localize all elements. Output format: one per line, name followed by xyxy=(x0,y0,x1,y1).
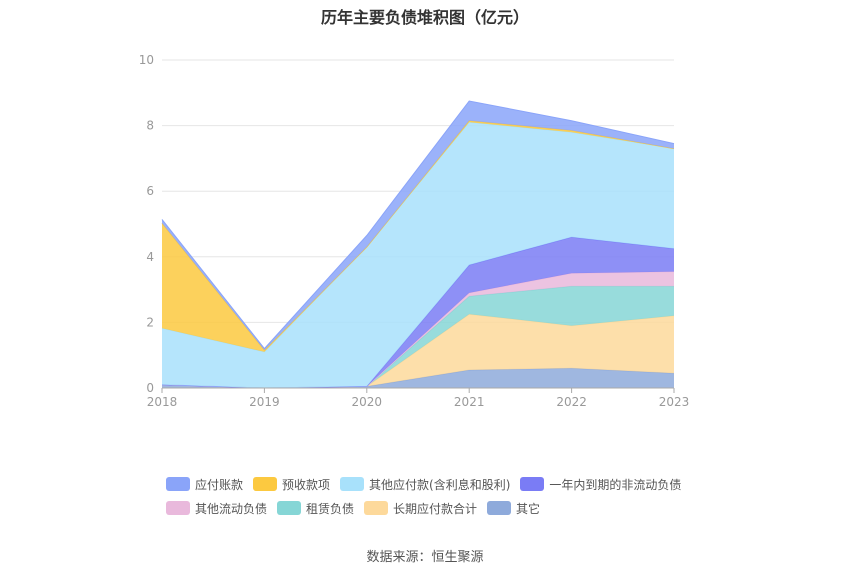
area-series xyxy=(161,100,675,389)
legend-swatch xyxy=(166,501,190,515)
legend-label: 租赁负债 xyxy=(306,501,355,516)
legend-item[interactable]: 应付账款 xyxy=(166,476,243,493)
area-预收款项 xyxy=(162,120,674,352)
legend-swatch xyxy=(487,501,512,515)
legend-label: 预收款项 xyxy=(282,477,331,492)
area-其它 xyxy=(162,368,674,388)
chart-title: 历年主要负债堆积图（亿元） xyxy=(320,8,529,27)
legend-item[interactable]: 一年内到期的非流动负债 xyxy=(520,476,681,493)
legend-item[interactable]: 预收款项 xyxy=(253,476,330,493)
legend-label: 应付账款 xyxy=(195,477,244,492)
area-edge-应付账款 xyxy=(161,100,675,350)
legend-swatch xyxy=(340,477,365,491)
legend-swatch xyxy=(364,501,389,515)
y-tick-label: 0 xyxy=(146,381,154,395)
area-其他应付款(含利息和股利) xyxy=(162,122,674,389)
area-租赁负债 xyxy=(162,286,674,388)
x-tick-label: 2019 xyxy=(249,395,280,409)
legend-item[interactable]: 其他流动负债 xyxy=(166,500,267,517)
legend-label: 一年内到期的非流动负债 xyxy=(549,477,682,492)
x-tick-label: 2022 xyxy=(556,395,587,409)
y-tick-label: 4 xyxy=(146,250,154,264)
x-tick-label: 2023 xyxy=(659,395,690,409)
legend-item[interactable]: 长期应付款合计 xyxy=(364,500,477,517)
area-长期应付款合计 xyxy=(162,314,674,388)
y-tick-label: 8 xyxy=(146,119,154,133)
y-tick-label: 6 xyxy=(146,184,154,198)
legend-row: 其他流动负债 租赁负债 长期应付款合计 其它 xyxy=(166,496,726,520)
legend-label: 其他流动负债 xyxy=(195,501,268,516)
legend-swatch xyxy=(253,477,278,491)
area-其他流动负债 xyxy=(162,271,674,388)
legend-label: 其他应付款(含利息和股利) xyxy=(369,477,511,492)
legend-label: 长期应付款合计 xyxy=(393,501,478,516)
axes: 2018 2019 2020 2021 2022 2023 0 2 4 6 8 10 xyxy=(139,53,690,409)
data-source: 数据来源：恒生聚源 xyxy=(366,550,484,565)
y-tick-label: 2 xyxy=(146,315,154,329)
legend-item[interactable]: 其它 xyxy=(487,500,540,517)
legend-item[interactable]: 租赁负债 xyxy=(277,500,354,517)
x-tick-label: 2021 xyxy=(454,395,485,409)
legend-swatch xyxy=(277,501,302,515)
area-一年内到期的非流动负债 xyxy=(162,237,674,388)
y-tick-label: 10 xyxy=(139,53,154,67)
legend: 应付账款 预收款项 其他应付款(含利息和股利) 一年内到期的非流动负债 其他流动负债 租… xyxy=(166,472,726,520)
legend-swatch xyxy=(520,477,545,491)
x-tick-label: 2020 xyxy=(352,395,383,409)
x-tick-label: 2018 xyxy=(147,395,178,409)
legend-label: 其它 xyxy=(516,501,541,516)
legend-swatch xyxy=(166,477,190,491)
legend-row: 应付账款 预收款项 其他应付款(含利息和股利) 一年内到期的非流动负债 xyxy=(166,472,726,496)
legend-item[interactable]: 其他应付款(含利息和股利) xyxy=(340,476,510,493)
